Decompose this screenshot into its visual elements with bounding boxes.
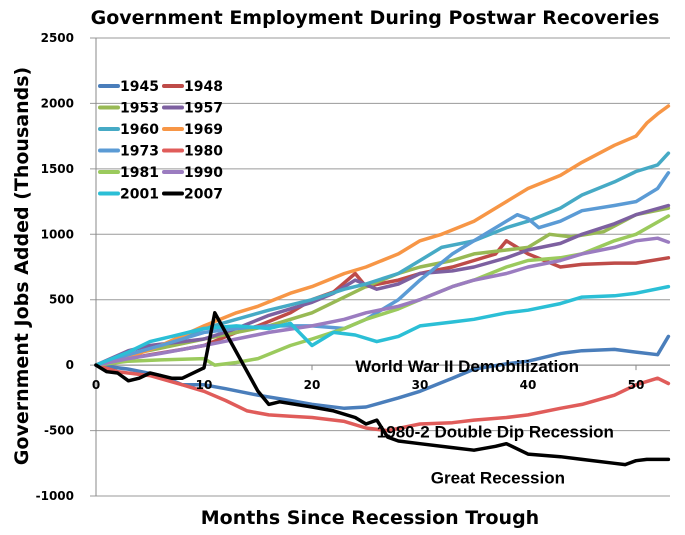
legend: 1945 1948 1953 1957 1960 1969 1973 1980 1981 1990… (98, 79, 223, 203)
series-lines (94, 104, 671, 467)
legend-label-1981: 1981 (120, 165, 159, 181)
x-tick-label: 40 (520, 378, 537, 392)
x-tick-label: 0 (92, 378, 100, 392)
legend-label-2007: 2007 (184, 187, 223, 203)
x-tick-label: 20 (304, 378, 321, 392)
legend-label-1948: 1948 (184, 79, 223, 95)
y-tick-label: 2000 (41, 96, 74, 110)
annotation-label: Great Recession (431, 468, 565, 487)
y-axis-title: Government Jobs Added (Thousands) (11, 67, 33, 465)
series-line-1960 (94, 151, 671, 367)
annotations: World War II Demobilization 1980-2 Double… (355, 357, 614, 487)
annotation-label: World War II Demobilization (355, 357, 579, 376)
y-tick-label: -500 (44, 424, 74, 438)
legend-label-2001: 2001 (120, 187, 159, 203)
legend-label-1973: 1973 (120, 144, 159, 160)
legend-label-1945: 1945 (120, 79, 159, 95)
legend-label-1953: 1953 (120, 101, 159, 117)
y-tick-label: 1000 (41, 227, 74, 241)
x-axis-title: Months Since Recession Trough (201, 507, 539, 529)
x-tick-label: 50 (628, 378, 645, 392)
series-line-2007 (94, 311, 671, 467)
legend-label-1960: 1960 (120, 122, 159, 138)
annotation-label: 1980-2 Double Dip Recession (377, 423, 614, 442)
legend-label-1980: 1980 (184, 144, 223, 160)
x-tick-label: 30 (412, 378, 429, 392)
series-line-1945 (94, 334, 671, 411)
x-tick-label: 10 (196, 378, 213, 392)
series-line-1990 (94, 236, 671, 367)
series-line-1980 (94, 363, 671, 433)
y-tick-label: 1500 (41, 162, 74, 176)
legend-label-1969: 1969 (184, 122, 223, 138)
y-tick-label: 500 (49, 293, 74, 307)
legend-label-1957: 1957 (184, 101, 223, 117)
chart-title: Government Employment During Postwar Rec… (91, 7, 660, 29)
series-line-2001 (94, 284, 671, 367)
y-tick-label: -1000 (36, 489, 74, 503)
series-line-1969 (94, 104, 671, 367)
y-tick-label: 2500 (41, 31, 74, 45)
series-line-1957 (94, 203, 671, 367)
y-tick-label: 0 (66, 358, 74, 372)
legend-label-1990: 1990 (184, 165, 223, 181)
tick-labels: 2500 2000 1500 1000 500 0 -500 -1000 0 10 20 30 40 50 (36, 31, 645, 503)
